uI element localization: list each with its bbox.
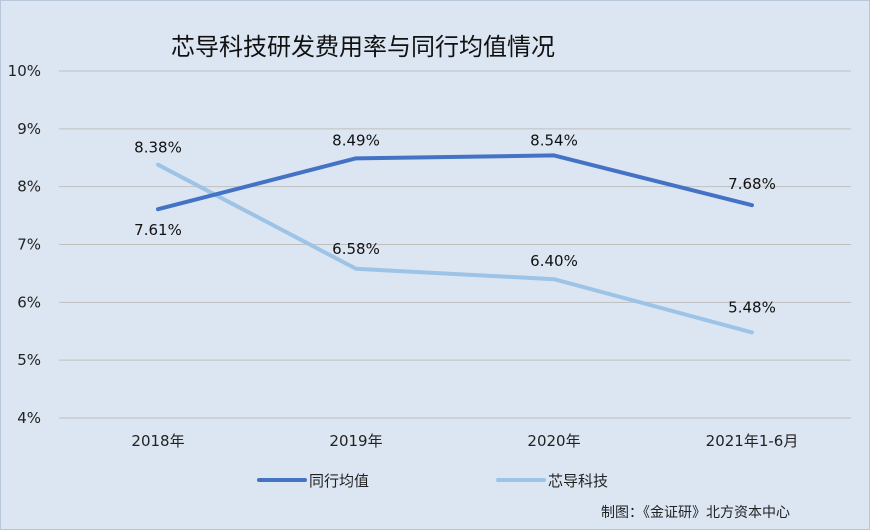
y-tick-label: 4% <box>17 409 41 427</box>
data-label: 8.54% <box>530 131 578 149</box>
gridlines <box>59 70 851 419</box>
legend-label: 同行均值 <box>309 472 369 490</box>
x-axis-ticks: 2018年 2019年 2020年 2021年1-6月 <box>131 432 798 450</box>
y-tick-label: 10% <box>8 62 41 80</box>
data-label: 8.38% <box>134 139 182 157</box>
x-tick-label: 2020年 <box>527 432 580 450</box>
data-label: 5.48% <box>728 298 776 316</box>
series-line-peer-average <box>156 153 754 212</box>
data-label: 7.61% <box>134 221 182 239</box>
y-tick-label: 5% <box>17 351 41 369</box>
y-axis-ticks: 10% 9% 8% 7% 6% 5% 4% <box>8 62 41 427</box>
chart-title: 芯导科技研发费用率与同行均值情况 <box>171 33 555 61</box>
x-tick-label: 2018年 <box>131 432 184 450</box>
data-label: 6.40% <box>530 252 578 270</box>
series-lines <box>156 153 754 335</box>
series-line-xindao <box>156 162 754 335</box>
source-note: 制图：《金证研》北方资本中心 <box>601 505 790 521</box>
legend: 同行均值 芯导科技 <box>257 472 608 490</box>
data-label: 8.49% <box>332 131 380 149</box>
y-tick-label: 9% <box>17 120 41 138</box>
legend-label: 芯导科技 <box>548 472 608 490</box>
data-label: 7.68% <box>728 175 776 193</box>
data-label: 6.58% <box>332 240 380 258</box>
y-tick-label: 6% <box>17 293 41 311</box>
y-tick-label: 7% <box>17 236 41 254</box>
x-tick-label: 2021年1-6月 <box>706 432 799 450</box>
x-tick-label: 2019年 <box>329 432 382 450</box>
y-tick-label: 8% <box>17 178 41 196</box>
data-labels: 7.61% 8.49% 8.54% 7.68% 8.38% 6.58% 6.40% 5.48% <box>134 131 776 316</box>
